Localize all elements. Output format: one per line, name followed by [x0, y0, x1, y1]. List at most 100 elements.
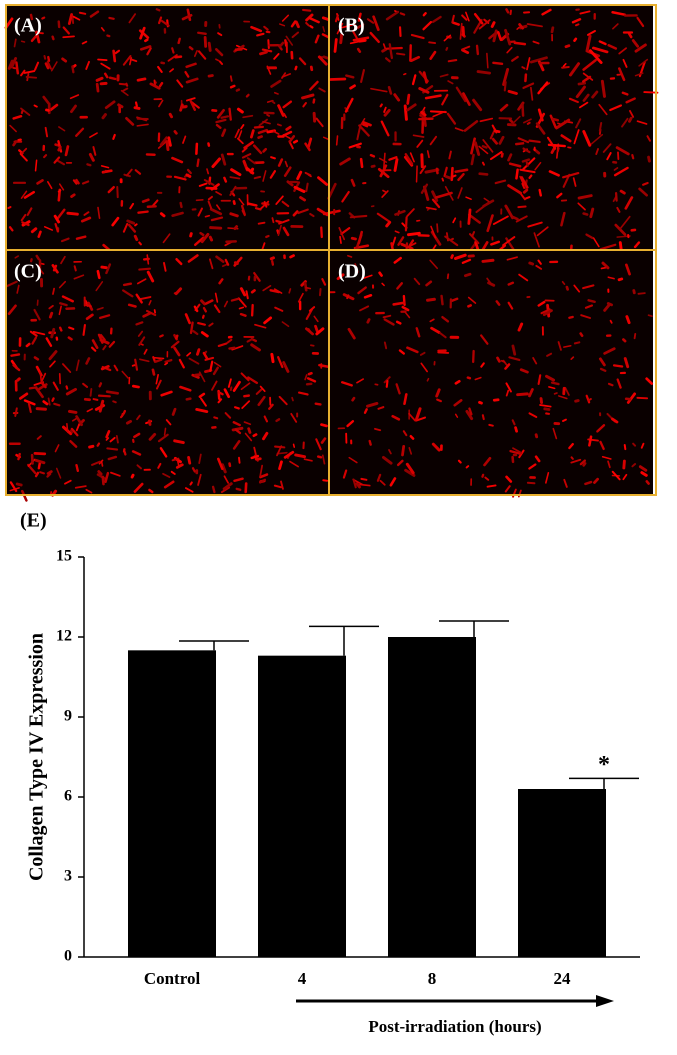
vessel [602, 81, 604, 96]
vessel [187, 399, 191, 400]
vessel [480, 402, 482, 403]
y-tick-label: 3 [64, 868, 72, 885]
vessel [502, 154, 503, 156]
vessel [176, 336, 177, 338]
vessel [272, 261, 273, 264]
vessel [522, 104, 523, 116]
y-tick-label: 0 [64, 948, 72, 965]
vessel [154, 358, 163, 359]
vessel [553, 119, 558, 120]
vessel [335, 40, 336, 52]
vessel [562, 67, 569, 68]
vessel [117, 436, 118, 443]
vessel [69, 328, 73, 329]
vessel [506, 9, 508, 12]
vessel [127, 421, 130, 423]
vessel [72, 66, 73, 72]
vessel [635, 334, 636, 338]
vessel [371, 155, 374, 156]
vessel [59, 147, 60, 150]
vessel [588, 399, 591, 400]
vessel [361, 479, 366, 480]
vessel [389, 87, 391, 93]
vessel [278, 124, 281, 125]
vessel [8, 207, 10, 208]
vessel [637, 398, 647, 399]
vessel [103, 477, 104, 484]
vessel [404, 74, 406, 75]
vessel [22, 111, 23, 113]
vessel [66, 147, 68, 155]
vessel [97, 78, 102, 80]
vessel [621, 191, 624, 193]
vessel [94, 399, 98, 400]
vessel [172, 48, 173, 52]
vessel [361, 159, 362, 167]
vessel [272, 354, 273, 361]
vessel [567, 287, 568, 289]
vessel [149, 490, 152, 492]
vessel [397, 322, 400, 324]
vessel [320, 289, 321, 295]
vessel [632, 155, 633, 158]
vessel [385, 342, 386, 348]
vessel [492, 23, 494, 27]
vessel [175, 441, 184, 443]
vessel [149, 421, 150, 425]
vessel [170, 114, 171, 117]
vessel [552, 383, 558, 384]
vessel [629, 34, 631, 37]
vessel [316, 326, 318, 331]
vessel [254, 434, 256, 435]
vessel [44, 56, 45, 59]
vessel [370, 441, 371, 445]
vessel [69, 411, 75, 412]
vessel [68, 213, 78, 214]
vessel [251, 131, 253, 138]
vessel [513, 346, 515, 354]
vessel [98, 60, 107, 61]
vessel [452, 168, 453, 180]
vessel [480, 174, 487, 175]
vessel [237, 489, 241, 490]
vessel [261, 52, 267, 54]
vessel [483, 260, 493, 261]
vessel [649, 315, 652, 316]
vessel [352, 238, 355, 239]
vessel [406, 217, 407, 230]
vessel [191, 483, 192, 485]
vessel [575, 342, 579, 343]
vessel [173, 409, 175, 414]
vessel [237, 90, 239, 91]
vessel [383, 190, 385, 191]
vessel [381, 105, 382, 107]
vessel [37, 409, 45, 410]
vessel [240, 307, 244, 308]
vessel [363, 125, 367, 127]
vessel [110, 78, 115, 79]
vessel [368, 320, 369, 323]
x-tick-label: Control [144, 969, 201, 988]
vessel [241, 314, 245, 316]
vessel [489, 425, 493, 426]
vessel [472, 155, 474, 164]
vessel [249, 429, 250, 433]
vessel [614, 365, 622, 366]
vessel [165, 428, 166, 435]
vessel [310, 26, 312, 27]
vessel [37, 256, 39, 259]
vessel [569, 317, 572, 318]
vessel [296, 67, 297, 69]
vessel [36, 160, 37, 170]
vessel [522, 67, 524, 68]
vessel [305, 283, 306, 290]
vessel [27, 77, 37, 78]
vessel [600, 123, 601, 131]
vessel [84, 325, 85, 335]
y-tick-label: 6 [64, 788, 72, 805]
vessel [403, 446, 404, 455]
vessel [235, 227, 237, 229]
vessel [52, 398, 53, 400]
vessel [387, 48, 402, 49]
vessel [197, 160, 198, 166]
